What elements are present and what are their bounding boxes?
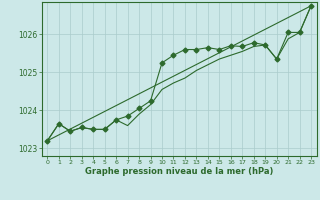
- X-axis label: Graphe pression niveau de la mer (hPa): Graphe pression niveau de la mer (hPa): [85, 167, 273, 176]
